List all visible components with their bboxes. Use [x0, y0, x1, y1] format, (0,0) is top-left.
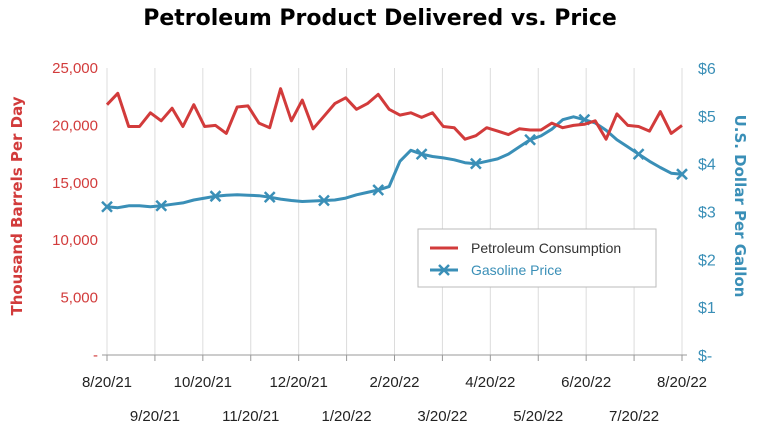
right-y-tick-label: $4 — [698, 157, 716, 174]
gasoline-price-marker — [469, 157, 482, 170]
grid-lines — [106, 68, 683, 355]
x-tick-label: 8/20/22 — [657, 374, 707, 391]
x-tick-label: 7/20/22 — [609, 408, 659, 425]
x-tick-label: 8/20/21 — [82, 374, 132, 391]
legend: Petroleum Consumption Gasoline Price — [417, 228, 657, 288]
right-y-tick-label: $1 — [698, 300, 716, 317]
series — [101, 87, 688, 213]
right-y-tick-label: $- — [698, 348, 712, 365]
right-y-tick-label: $2 — [698, 252, 716, 269]
left-y-tick-label: 10,000 — [52, 232, 98, 249]
petroleum-consumption-line — [105, 87, 683, 141]
right-axis-label: U.S. Dollar Per Gallon — [731, 115, 749, 298]
left-y-ticks: - 5,000 10,000 15,000 20,000 25,000 — [52, 60, 98, 364]
chart-title: Petroleum Product Delivered vs. Price — [143, 6, 617, 31]
right-y-ticks: $- $1 $2 $3 $4 $5 $6 — [698, 61, 716, 365]
left-y-tick-label: 15,000 — [52, 175, 98, 192]
x-tick-label: 10/20/21 — [174, 374, 232, 391]
left-y-tick-label: 25,000 — [52, 60, 98, 77]
x-tick-label: 2/20/22 — [369, 374, 419, 391]
x-ticks: 8/20/21 9/20/21 10/20/21 11/20/21 12/20/21 1/… — [82, 374, 707, 425]
legend-box — [417, 228, 657, 288]
gasoline-price-marker — [676, 168, 688, 181]
right-y-tick-label: $5 — [698, 109, 716, 126]
x-tick-label: 3/20/22 — [417, 408, 467, 425]
left-y-tick-label: 5,000 — [60, 290, 98, 307]
gasoline-price-marker — [101, 200, 113, 213]
legend-consumption-label: Petroleum Consumption — [471, 240, 621, 256]
gasoline-price-marker — [372, 184, 385, 196]
x-tick-label: 5/20/22 — [513, 408, 563, 425]
left-y-tick-label: 20,000 — [52, 117, 98, 134]
x-tick-label: 11/20/21 — [222, 408, 279, 425]
axes — [102, 354, 687, 361]
x-tick-label: 6/20/22 — [561, 374, 611, 391]
legend-gasoline-label: Gasoline Price — [471, 262, 562, 278]
left-y-tick-label: - — [93, 347, 98, 364]
gasoline-price-marker — [209, 190, 222, 203]
gasoline-price-marker — [155, 199, 168, 212]
left-axis-label: Thousand Barrels Per Day — [8, 96, 26, 315]
x-tick-label: 12/20/21 — [269, 374, 327, 391]
right-y-tick-label: $3 — [698, 205, 716, 222]
gasoline-price-marker — [524, 133, 536, 146]
x-tick-label: 1/20/22 — [322, 408, 372, 425]
gasoline-price-marker — [263, 191, 276, 204]
gasoline-price-marker — [415, 148, 428, 160]
right-y-tick-label: $6 — [698, 61, 716, 78]
x-tick-label: 4/20/22 — [465, 374, 515, 391]
x-tick-label: 9/20/21 — [130, 408, 180, 425]
gasoline-price-marker — [632, 148, 645, 160]
legend-gasoline-marker-icon — [438, 264, 450, 276]
gasoline-price-marker — [318, 194, 330, 207]
